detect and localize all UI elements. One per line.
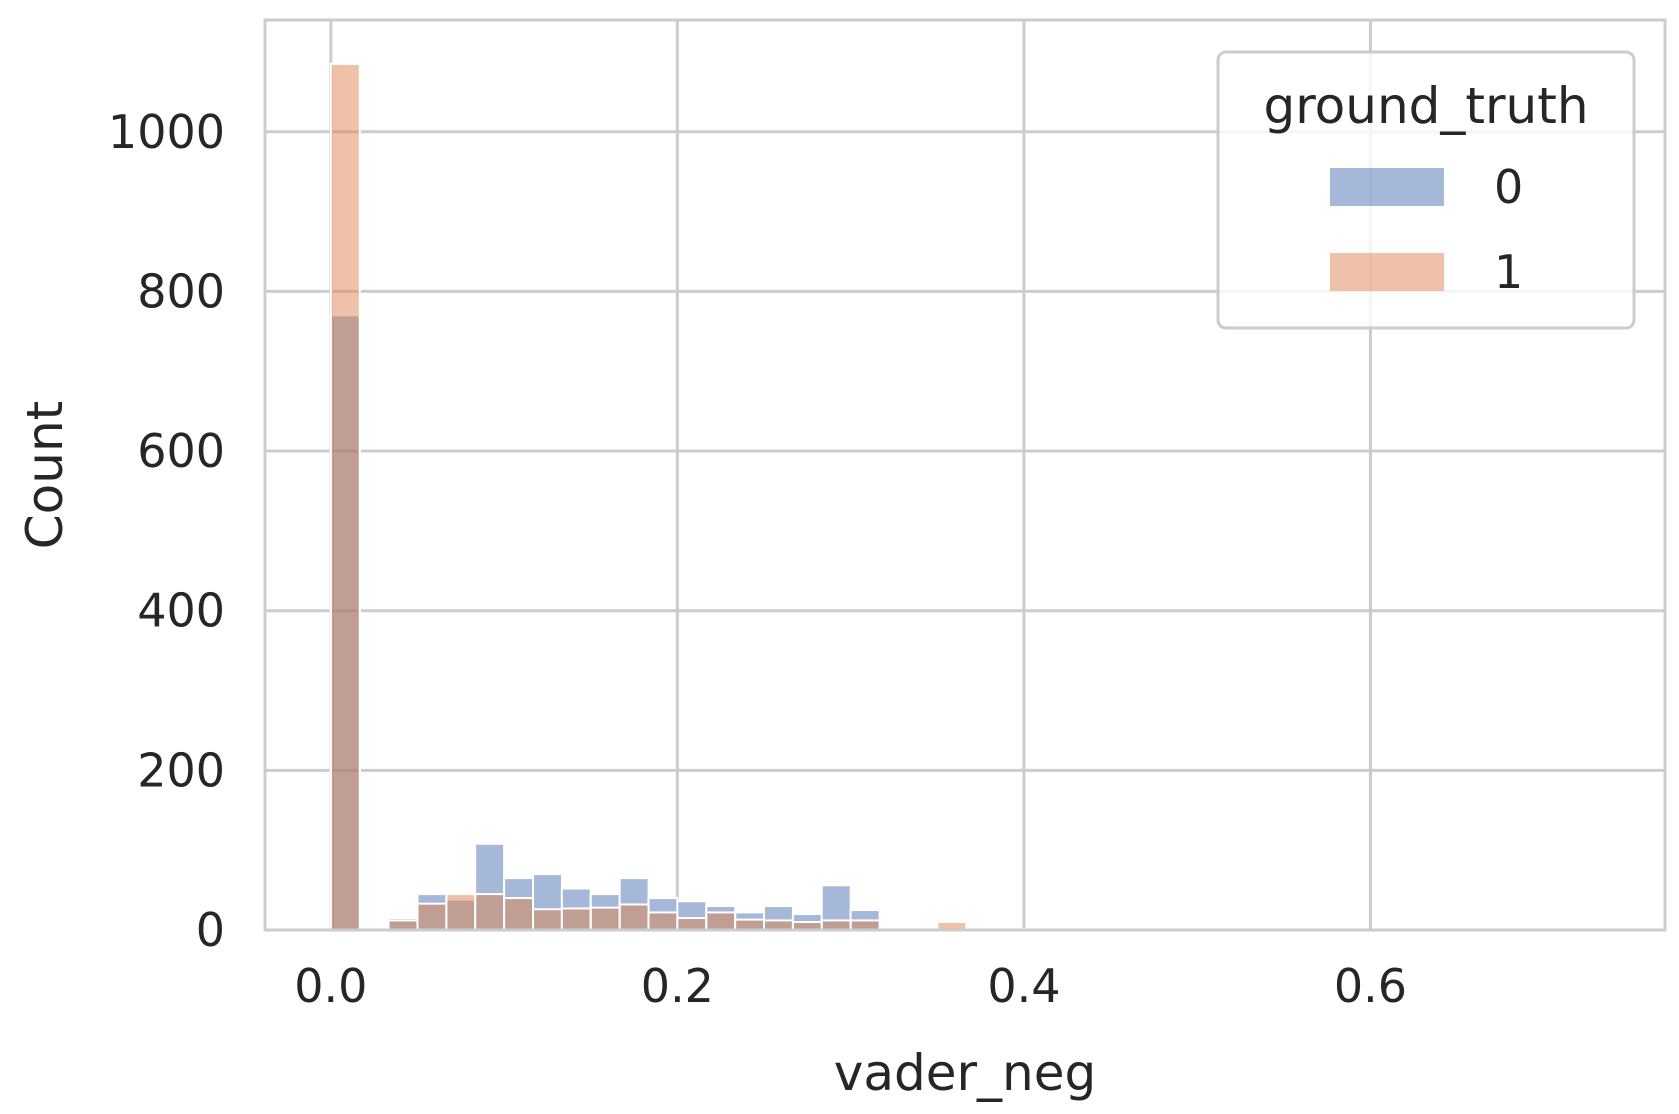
x-tick-label: 0.4	[987, 959, 1060, 1013]
bar-series-1	[532, 908, 563, 931]
bar-series-1	[734, 918, 766, 931]
bar-series-1	[416, 902, 448, 932]
bar-series-1	[445, 893, 477, 931]
bar-series-1	[503, 897, 535, 932]
y-tick-label: 0	[196, 903, 225, 957]
legend-swatch-1	[1330, 253, 1444, 291]
bar-series-1	[589, 906, 621, 931]
legend-label-1: 1	[1494, 245, 1523, 299]
y-tick-label: 800	[137, 264, 225, 318]
x-tick-labels: 0.0 0.2 0.4 0.6	[294, 959, 1407, 1013]
legend: ground_truth 0 1	[1216, 50, 1636, 330]
y-tick-label: 600	[137, 424, 225, 478]
y-axis-label: Count	[16, 401, 74, 550]
y-tick-label: 1000	[108, 105, 225, 159]
histogram-bars	[329, 62, 1141, 932]
x-axis-label: vader_neg	[834, 1044, 1096, 1102]
bar-series-1	[676, 917, 708, 931]
bar-series-1	[618, 903, 650, 931]
bar-series-1	[705, 911, 737, 932]
x-tick-label: 0.6	[1334, 959, 1407, 1013]
legend-swatch-0	[1330, 168, 1444, 206]
bar-series-1	[474, 893, 506, 931]
x-tick-label: 0.0	[294, 959, 367, 1013]
legend-label-0: 0	[1494, 160, 1523, 214]
legend-title: ground_truth	[1263, 77, 1588, 135]
y-tick-labels: 0 200 400 600 800 1000	[108, 105, 225, 957]
bar-series-1	[560, 907, 592, 932]
y-tick-label: 400	[137, 584, 225, 638]
bar-series-1	[329, 62, 361, 932]
x-tick-label: 0.2	[641, 959, 714, 1013]
plot-frame	[263, 18, 1667, 932]
bar-series-1	[647, 911, 679, 932]
y-tick-label: 200	[137, 743, 225, 797]
